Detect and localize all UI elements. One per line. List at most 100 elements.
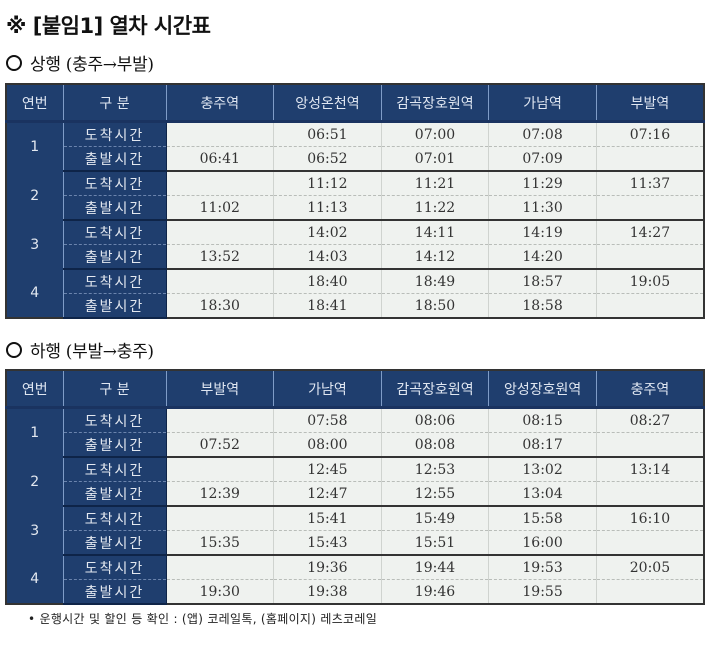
arrival-label: 도착시간 — [63, 457, 167, 482]
departure-label: 출발시간 — [63, 195, 167, 221]
departure-time-cell: 15:51 — [380, 530, 489, 556]
table-row: 2 도착시간 12:45 12:53 13:02 13:14 — [6, 457, 704, 506]
departure-time-cell — [595, 579, 704, 605]
departure-time-cell: 12:39 — [165, 481, 274, 507]
col-header-station: 가남역 — [273, 370, 382, 409]
departure-time-cell: 12:55 — [380, 481, 489, 507]
departure-time-cell: 18:30 — [165, 293, 274, 319]
downbound-heading-text: 하행 (부발→충주) — [30, 342, 154, 362]
col-header-station: 부발역 — [165, 370, 274, 409]
arrival-time-cell: 11:12 — [273, 171, 382, 196]
arrival-time-cell: 08:15 — [488, 407, 597, 433]
departure-label: 출발시간 — [63, 432, 167, 458]
col-header-station: 감곡장호원역 — [380, 84, 489, 123]
departure-time-cell: 19:46 — [380, 579, 489, 605]
arrival-label: 도착시간 — [63, 407, 167, 433]
arrival-label: 도착시간 — [63, 269, 167, 294]
document-title: ※ [붙임1] 열차 시간표 — [6, 14, 211, 38]
train-number: 4 — [6, 555, 64, 604]
departure-time-cell: 16:00 — [488, 530, 597, 556]
departure-label: 출발시간 — [63, 530, 167, 556]
departure-time-cell: 18:58 — [488, 293, 597, 319]
col-header-kind: 구 분 — [62, 370, 166, 409]
train-number: 2 — [6, 457, 64, 506]
arrival-time-cell: 19:53 — [488, 555, 597, 580]
train-number: 2 — [6, 171, 64, 220]
upbound-timetable: 연번 구 분 충주역 앙성온천역 감곡장호원역 가남역 부발역 1 도착시간 06:… — [5, 83, 705, 319]
arrival-time-cell: 07:58 — [273, 407, 382, 433]
departure-label: 출발시간 — [63, 579, 167, 605]
arrival-time-cell — [165, 555, 274, 580]
table-row: 4 도착시간 19:36 19:44 19:53 20:05 — [6, 555, 704, 604]
departure-time-cell — [595, 244, 704, 270]
arrival-time-cell: 14:27 — [595, 220, 704, 245]
arrival-time-cell: 18:57 — [488, 269, 597, 294]
arrival-time-cell — [165, 171, 274, 196]
arrival-time-cell: 14:11 — [380, 220, 489, 245]
departure-time-cell: 08:08 — [380, 432, 489, 458]
arrival-time-cell — [165, 457, 274, 482]
table-header-row: 연번 구 분 부발역 가남역 감곡장호원역 앙성장호원역 충주역 — [6, 370, 704, 409]
table-row: 출발시간 11:02 11:13 11:22 11:30 — [6, 195, 704, 221]
table-row: 2 도착시간 11:12 11:21 11:29 11:37 — [6, 171, 704, 220]
arrival-time-cell — [165, 220, 274, 245]
departure-time-cell: 13:04 — [488, 481, 597, 507]
departure-label: 출발시간 — [63, 244, 167, 270]
departure-time-cell: 11:02 — [165, 195, 274, 221]
departure-time-cell: 14:20 — [488, 244, 597, 270]
arrival-time-cell: 07:00 — [380, 121, 489, 147]
departure-time-cell: 18:41 — [273, 293, 382, 319]
arrival-time-cell: 08:06 — [380, 407, 489, 433]
table-row: 출발시간 07:52 08:00 08:08 08:17 — [6, 432, 704, 458]
arrival-time-cell: 15:41 — [273, 506, 382, 531]
departure-time-cell: 07:09 — [488, 146, 597, 172]
arrival-time-cell: 12:45 — [273, 457, 382, 482]
circle-bullet-icon — [6, 55, 22, 71]
downbound-timetable: 연번 구 분 부발역 가남역 감곡장호원역 앙성장호원역 충주역 1 도착시간 07… — [5, 369, 705, 605]
arrival-time-cell: 07:16 — [595, 121, 704, 147]
arrival-time-cell: 18:49 — [380, 269, 489, 294]
col-header-station: 충주역 — [165, 84, 274, 123]
departure-time-cell: 19:55 — [488, 579, 597, 605]
departure-time-cell: 11:30 — [488, 195, 597, 221]
table-row: 4 도착시간 18:40 18:49 18:57 19:05 — [6, 269, 704, 318]
arrival-time-cell: 14:02 — [273, 220, 382, 245]
arrival-label: 도착시간 — [63, 220, 167, 245]
col-header-station: 부발역 — [595, 84, 704, 123]
train-number: 1 — [6, 407, 64, 457]
table-row: 출발시간 06:41 06:52 07:01 07:09 — [6, 146, 704, 172]
arrival-time-cell: 16:10 — [595, 506, 704, 531]
departure-label: 출발시간 — [63, 481, 167, 507]
downbound-table-body: 1 도착시간 07:58 08:06 08:15 08:27 출발시간 07:52 08:00 0… — [6, 407, 704, 605]
arrival-time-cell: 19:36 — [273, 555, 382, 580]
col-header-seq: 연번 — [6, 370, 63, 409]
arrival-time-cell: 11:21 — [380, 171, 489, 196]
col-header-station: 감곡장호원역 — [380, 370, 489, 409]
departure-label: 출발시간 — [63, 146, 167, 172]
departure-time-cell: 18:50 — [380, 293, 489, 319]
table-row: 1 도착시간 07:58 08:06 08:15 08:27 — [6, 407, 704, 457]
departure-time-cell — [595, 293, 704, 319]
arrival-time-cell: 06:51 — [273, 121, 382, 147]
departure-time-cell: 07:01 — [380, 146, 489, 172]
col-header-seq: 연번 — [6, 84, 63, 123]
departure-time-cell — [595, 530, 704, 556]
departure-time-cell — [595, 481, 704, 507]
departure-time-cell: 11:13 — [273, 195, 382, 221]
departure-time-cell: 13:52 — [165, 244, 274, 270]
downbound-heading: 하행 (부발→충주) — [6, 337, 154, 362]
arrival-label: 도착시간 — [63, 171, 167, 196]
departure-time-cell: 15:43 — [273, 530, 382, 556]
arrival-time-cell: 14:19 — [488, 220, 597, 245]
departure-time-cell: 06:41 — [165, 146, 274, 172]
departure-time-cell: 12:47 — [273, 481, 382, 507]
arrival-time-cell — [165, 269, 274, 294]
table-row: 3 도착시간 15:41 15:49 15:58 16:10 — [6, 506, 704, 555]
table-row: 출발시간 19:30 19:38 19:46 19:55 — [6, 579, 704, 605]
arrival-time-cell: 18:40 — [273, 269, 382, 294]
table-header-row: 연번 구 분 충주역 앙성온천역 감곡장호원역 가남역 부발역 — [6, 84, 704, 123]
departure-time-cell: 08:17 — [488, 432, 597, 458]
arrival-time-cell: 11:37 — [595, 171, 704, 196]
arrival-label: 도착시간 — [63, 506, 167, 531]
train-number: 4 — [6, 269, 64, 318]
